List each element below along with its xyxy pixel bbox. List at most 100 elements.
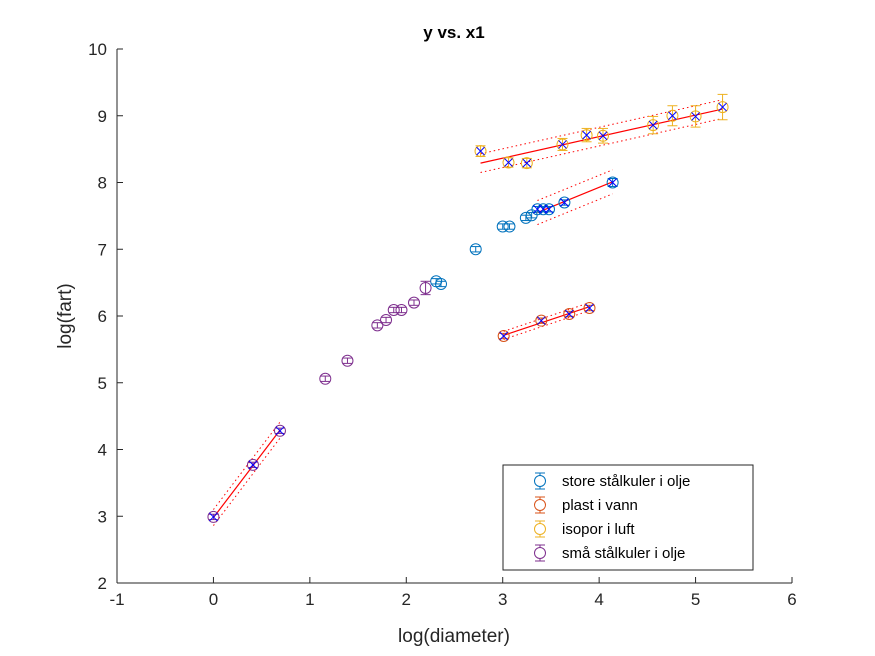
point-marker — [207, 510, 220, 523]
cross-stroke — [668, 111, 677, 121]
confidence-bound — [503, 302, 590, 332]
y-tick-label: 10 — [88, 40, 107, 59]
confidence-bound — [537, 169, 613, 201]
legend-label: isopor i luft — [562, 521, 635, 538]
legend-label: små stålkuler i olje — [562, 545, 685, 562]
data-point — [395, 303, 408, 316]
cross-stroke — [648, 120, 658, 130]
point-marker — [647, 119, 660, 132]
fit-line — [537, 181, 613, 214]
fit-line — [480, 108, 723, 164]
point-marker — [341, 354, 354, 367]
point-marker — [474, 145, 487, 158]
y-tick-label: 7 — [98, 240, 107, 259]
cross-stroke — [536, 316, 546, 326]
fitted-point-marker — [648, 120, 658, 130]
legend-marker — [534, 499, 546, 511]
data-point — [474, 145, 487, 158]
point-marker — [563, 307, 576, 320]
point-marker — [435, 277, 447, 290]
confidence-bound — [537, 193, 613, 226]
legend-entry: store stålkuler i olje — [534, 472, 690, 490]
fit-line — [212, 429, 281, 518]
data-point — [408, 296, 420, 309]
cross-stroke — [582, 130, 591, 140]
legend: store stålkuler i olje plast i vann isopor… — [502, 464, 754, 571]
data-point — [556, 137, 569, 151]
cross-stroke — [544, 204, 554, 214]
chart-title: y vs. x1 — [423, 23, 484, 42]
data-point — [341, 354, 354, 367]
fitted-point-marker — [560, 198, 569, 207]
fitted-point-marker — [209, 512, 218, 522]
x-tick-label: 3 — [498, 590, 507, 609]
fitted-point-marker — [536, 316, 546, 326]
y-tick-label: 9 — [98, 107, 107, 126]
point-marker — [319, 372, 332, 385]
point-marker — [273, 424, 286, 437]
fitted-point-marker — [564, 309, 574, 319]
y-tick-label: 4 — [98, 441, 107, 460]
fitted-point-marker — [598, 131, 608, 141]
y-tick-label: 5 — [98, 374, 107, 393]
point-marker — [583, 301, 596, 314]
y-axis-label: log(fart) — [55, 283, 76, 348]
data-points — [207, 93, 729, 523]
data-point — [502, 156, 515, 169]
cross-stroke — [691, 112, 700, 121]
fitted-point-marker — [668, 111, 677, 121]
fitted-point-marker — [585, 303, 594, 313]
cross-stroke — [598, 131, 608, 141]
point-marker — [496, 220, 509, 233]
point-marker — [469, 243, 482, 256]
cross-stroke — [560, 198, 569, 207]
x-tick-label: 4 — [594, 590, 603, 609]
x-tick-label: 1 — [305, 590, 314, 609]
data-point — [716, 93, 729, 121]
x-axis-label: log(diameter) — [398, 626, 510, 647]
point-marker — [503, 220, 516, 233]
point-marker — [666, 109, 679, 122]
cross-stroke — [499, 331, 509, 341]
point-marker — [408, 296, 420, 309]
fitted-point-marker — [248, 460, 258, 470]
cross-stroke — [209, 512, 218, 522]
fitted-point-marker — [582, 130, 591, 140]
cross-stroke — [248, 460, 258, 470]
cross-stroke — [522, 158, 532, 168]
legend-marker — [534, 547, 546, 559]
fitted-point-marker — [718, 102, 727, 112]
point-marker — [558, 196, 571, 209]
point-marker — [395, 303, 408, 316]
cross-stroke — [585, 303, 594, 313]
legend-marker — [534, 523, 546, 535]
fitted-point-marker — [558, 140, 567, 149]
point-marker — [246, 458, 259, 471]
point-marker — [387, 303, 400, 316]
x-ticks: -1 0 1 2 3 4 5 6 — [109, 577, 797, 609]
y-tick-label: 6 — [98, 307, 107, 326]
point-marker — [556, 138, 569, 151]
fitted-point-marker — [608, 178, 617, 187]
legend-entries: store stålkuler i olje plast i vann isopor… — [534, 472, 690, 562]
cross-stroke — [476, 146, 485, 156]
point-marker — [497, 330, 510, 343]
data-point — [380, 314, 393, 327]
point-marker — [419, 281, 432, 294]
confidence-bound — [480, 99, 723, 155]
fitted-point-marker — [544, 204, 554, 214]
cross-stroke — [504, 158, 513, 167]
data-point — [435, 277, 447, 290]
point-marker — [520, 157, 533, 170]
y-tick-label: 3 — [98, 507, 107, 526]
confidence-bound — [213, 421, 281, 510]
point-marker — [502, 156, 515, 169]
legend-label: plast i vann — [562, 497, 638, 514]
x-tick-label: 2 — [402, 590, 411, 609]
point-marker — [689, 110, 702, 123]
x-tick-label: 5 — [691, 590, 700, 609]
point-marker — [380, 314, 393, 327]
cross-stroke — [564, 309, 574, 319]
y-tick-label: 8 — [98, 174, 107, 193]
